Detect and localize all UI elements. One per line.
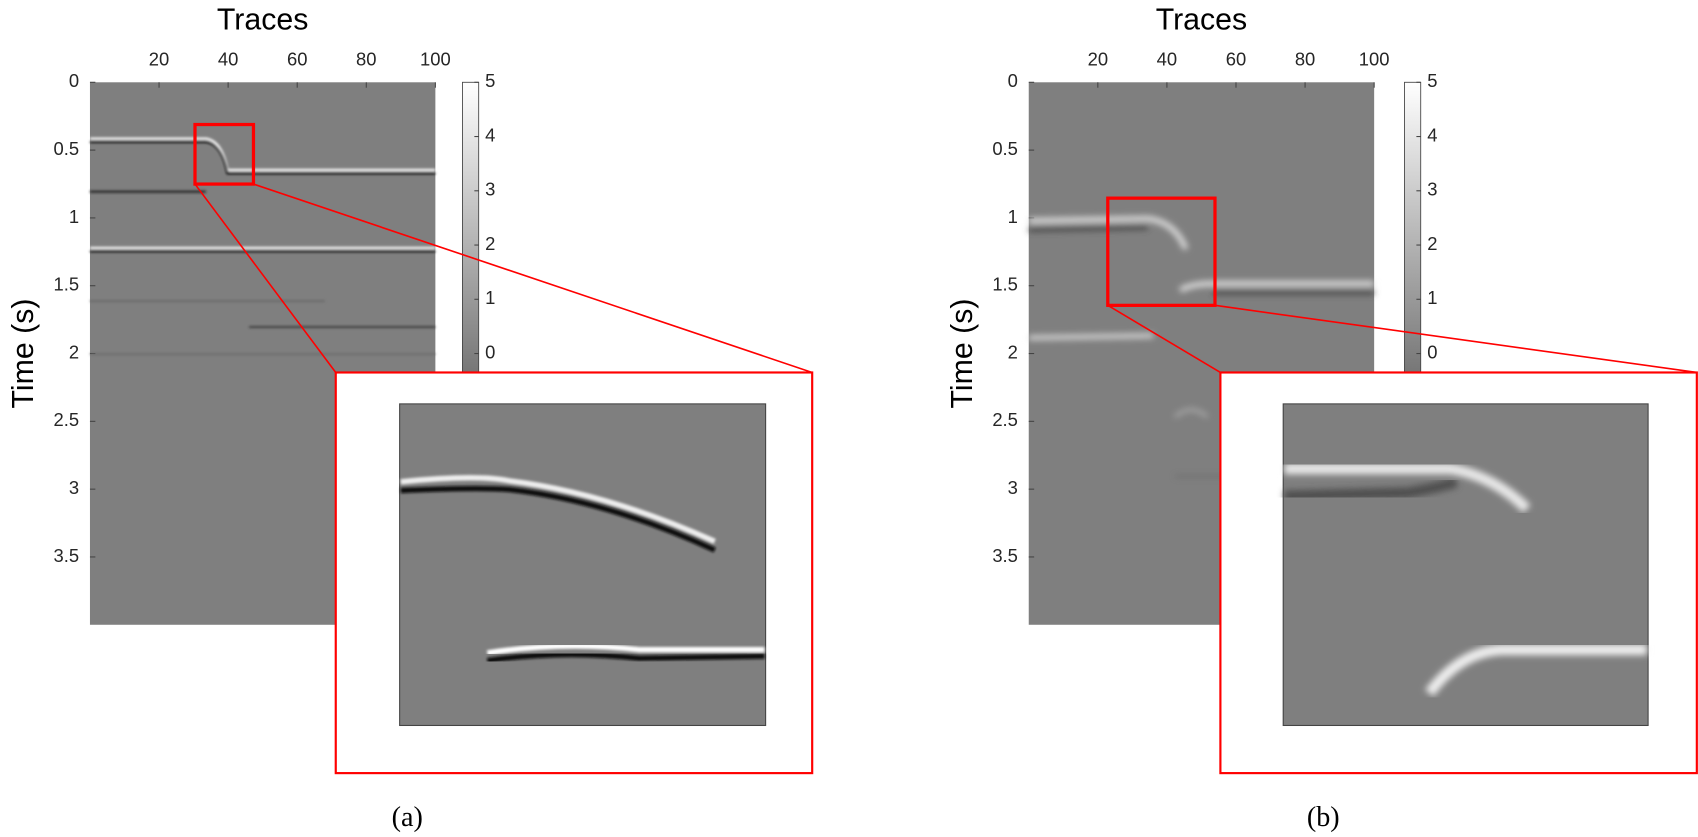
y-tick-label: 1.5 [54,274,80,295]
y-tick-label: 1 [1008,206,1018,227]
x-tick-label: 100 [1359,48,1390,69]
y-tick-label: 3.5 [992,545,1018,566]
caption: (a) [392,802,423,833]
colorbar-tick-label: 5 [1427,70,1437,91]
y-axis-title: Time (s) [946,299,979,409]
colorbar-tick-label: 3 [485,179,495,200]
inset-a [334,371,814,775]
x-axis-title: Traces [217,4,308,37]
y-tick-label: 0 [1008,70,1018,91]
y-tick-label: 2 [1008,341,1018,362]
colorbar-tick-label: 1 [1427,287,1437,308]
y-tick-label: 0.5 [54,138,80,159]
y-axis-title: Time (s) [7,299,40,409]
zoom-line [194,183,337,373]
y-tick-label: 2 [69,341,79,362]
colorbar-tick-label: 0 [1427,341,1437,362]
zoom-line [1214,304,1697,374]
zoom-line [253,183,813,374]
colorbar-tick-label: 1 [485,287,495,308]
x-tick-label: 80 [356,48,376,69]
y-tick-label: 3 [69,477,79,498]
colorbar-tick-label: 0 [485,341,495,362]
y-tick-label: 0.5 [992,138,1018,159]
zoom-line [1107,304,1221,374]
y-tick-label: 2.5 [992,409,1018,430]
x-tick-label: 100 [420,48,451,69]
colorbar-tick-label: 5 [485,70,495,91]
colorbar-tick-label: 4 [485,124,495,145]
x-tick-label: 40 [218,48,238,69]
x-tick-label: 20 [149,48,169,69]
colorbar-tick-label: 4 [1427,124,1437,145]
colorbar-tick-label: 3 [1427,179,1437,200]
seismic-events-a [89,137,436,355]
y-tick-label: 1.5 [992,274,1018,295]
x-tick-label: 20 [1088,48,1108,69]
zoom-box [1106,196,1217,307]
y-tick-label: 2.5 [54,409,80,430]
colorbar-tick-label: 2 [1427,233,1437,254]
x-tick-label: 60 [1226,48,1246,69]
y-tick-label: 3 [1008,477,1018,498]
caption: (b) [1307,802,1340,833]
x-tick-label: 60 [287,48,307,69]
y-tick-label: 0 [69,70,79,91]
inset-b [1219,371,1698,775]
y-tick-label: 3.5 [54,545,80,566]
x-tick-label: 40 [1157,48,1177,69]
x-axis-title: Traces [1156,4,1247,37]
x-tick-label: 80 [1295,48,1315,69]
zoom-box [193,122,256,186]
y-tick-label: 1 [69,206,79,227]
colorbar-tick-label: 2 [485,233,495,254]
